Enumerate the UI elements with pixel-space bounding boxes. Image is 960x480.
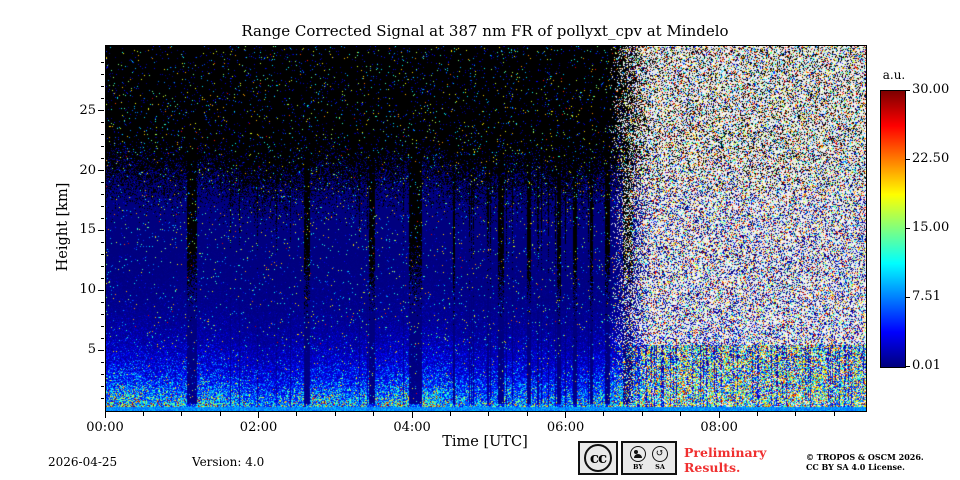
y-minor-tick [100,277,104,279]
y-tick-label: 15 [79,222,96,238]
x-minor-tick [833,412,835,416]
version-label: Version: 4.0 [192,455,265,469]
preliminary-note: Preliminary Results. [684,445,767,475]
x-major-tick [104,412,106,418]
cc-by-sa-plate: BY ↺ SA [621,441,677,475]
share-alike-icon: ↺ [652,445,668,462]
plot-area [105,45,867,412]
x-minor-tick [488,412,490,416]
x-minor-tick [449,412,451,416]
y-tick-label: 10 [79,282,96,298]
by-column: BY [630,445,646,471]
x-major-tick [565,412,567,418]
y-minor-tick [100,146,104,148]
x-major-tick [718,412,720,418]
colorbar-tick [906,365,910,367]
y-major-tick [98,349,104,351]
y-minor-tick [100,325,104,327]
copyright-line1: © TROPOS & OSCM 2026. [806,452,924,462]
x-minor-tick [795,412,797,416]
x-tick-label: 00:00 [86,420,124,435]
x-tick-label: 02:00 [239,420,278,435]
x-minor-tick [757,412,759,416]
y-minor-tick [100,218,104,220]
y-tick-label: 20 [79,162,96,178]
y-minor-tick [100,98,104,100]
cc-logo-icon: cc [584,444,612,472]
y-minor-tick [100,373,104,375]
x-minor-tick [181,412,183,416]
y-minor-tick [100,241,104,243]
x-tick-label: 08:00 [700,420,738,435]
y-minor-tick [100,253,104,255]
colorbar [880,90,906,368]
y-tick-label: 5 [87,342,96,358]
y-minor-tick [100,206,104,208]
sa-column: ↺ SA [652,445,668,471]
y-minor-tick [100,74,104,76]
y-minor-tick [100,86,104,88]
x-minor-tick [142,412,144,416]
copyright-note: © TROPOS & OSCM 2026. CC BY SA 4.0 Licen… [806,452,924,472]
y-minor-tick [100,158,104,160]
x-major-tick [258,412,260,418]
colorbar-canvas [881,91,905,367]
y-tick-label: 25 [79,102,96,118]
chart-title: Range Corrected Signal at 387 nm FR of p… [241,22,729,40]
heatmap-canvas [106,46,866,411]
colorbar-tick [906,158,910,160]
x-tick-label: 04:00 [393,420,431,435]
x-minor-tick [334,412,336,416]
cc-logo: cc [578,441,618,475]
copyright-line2: CC BY SA 4.0 License. [806,462,905,472]
x-minor-tick [296,412,298,416]
y-minor-tick [100,134,104,136]
y-minor-tick [100,361,104,363]
y-minor-tick [100,265,104,267]
y-minor-tick [100,122,104,124]
colorbar-unit-label: a.u. [882,68,906,82]
y-minor-tick [100,194,104,196]
x-tick-label: 06:00 [546,420,585,435]
by-label: BY [632,462,644,471]
x-minor-tick [526,412,528,416]
x-minor-tick [680,412,682,416]
colorbar-tick [906,89,910,91]
x-minor-tick [219,412,221,416]
x-axis-label: Time [UTC] [442,434,528,450]
y-major-tick [98,229,104,231]
y-minor-tick [100,182,104,184]
colorbar-tick-label: 0.01 [912,358,941,373]
x-major-tick [411,412,413,418]
y-minor-tick [100,385,104,387]
colorbar-tick-label: 30.00 [912,82,950,97]
x-minor-tick [641,412,643,416]
cc-license-badge: cc BY ↺ SA [578,441,677,475]
colorbar-tick-label: 15.00 [912,220,950,235]
y-minor-tick [100,337,104,339]
y-minor-tick [100,397,104,399]
colorbar-tick-label: 22.50 [912,151,950,166]
y-minor-tick [100,301,104,303]
y-minor-tick [100,313,104,315]
y-major-tick [98,170,104,172]
y-minor-tick [100,62,104,64]
person-icon [630,445,646,462]
sa-label: SA [655,462,665,471]
y-major-tick [98,110,104,112]
colorbar-tick [906,296,910,298]
x-minor-tick [603,412,605,416]
y-major-tick [98,289,104,291]
colorbar-tick-label: 7.51 [912,289,941,304]
date-label: 2026-04-25 [48,455,118,469]
x-minor-tick [373,412,375,416]
colorbar-tick [906,227,910,229]
